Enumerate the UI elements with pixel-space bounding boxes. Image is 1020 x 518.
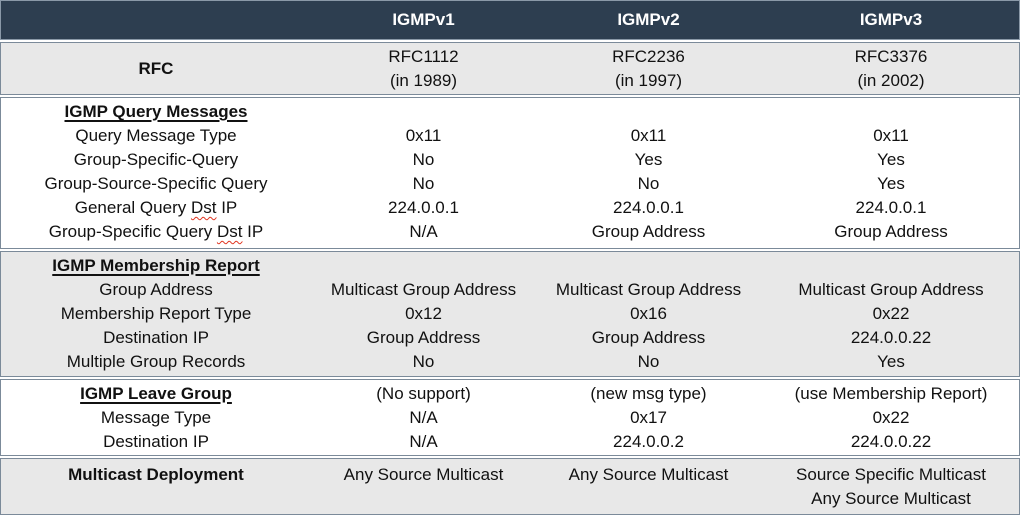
row-label-text: IP [216,198,238,217]
table-row: Membership Report Type 0x12 0x16 0x22 [1,302,1019,326]
membership-section-title: IGMP Membership Report [52,256,260,275]
section-rfc: RFC RFC1112 (in 1989) RFC2236 (in 1997) … [0,42,1020,95]
cell-value: Yes [877,174,905,193]
row-label: Destination IP [103,432,209,451]
rfc-number: RFC2236 [612,46,685,66]
row-label-text: General Query [74,198,191,217]
table-row: General Query Dst IP 224.0.0.1 224.0.0.1… [1,196,1019,220]
rfc-row-label: RFC [138,58,174,78]
cell-value: Group Address [591,328,706,347]
leave-note-igmpv1: (No support) [376,384,471,403]
rfc-year: (in 1997) [614,70,683,90]
cell-value: 224.0.0.1 [388,198,459,217]
section-membership-report: IGMP Membership Report Group Address Mul… [0,251,1020,377]
cell-value: Yes [877,150,905,169]
deployment-value-igmpv2: Any Source Multicast [568,465,729,484]
row-label: Group-Specific Query Dst IP [1,220,311,244]
cell-value: No [637,352,660,371]
rfc-year: (in 1989) [389,70,458,90]
row-label: Group-Specific-Query [73,150,239,169]
row-label: Group Address [99,280,213,299]
cell-value: No [412,150,435,169]
section-query-messages: IGMP Query Messages Query Message Type 0… [0,97,1020,249]
cell-value: N/A [409,222,438,241]
leave-section-title: IGMP Leave Group [80,384,232,403]
deployment-row-label: Multicast Deployment [68,465,244,484]
rfc-number: RFC1112 [388,46,459,66]
cell-value: N/A [409,432,438,451]
row-label: Message Type [100,408,212,427]
table-row: Group-Specific Query Dst IP N/A Group Ad… [1,220,1019,244]
rfc-value-igmpv1: RFC1112 (in 1989) [311,45,536,93]
cell-value: 0x17 [630,408,667,427]
table-row: Message Type N/A 0x17 0x22 [1,406,1019,430]
table-row: Group-Specific-Query No Yes Yes [1,148,1019,172]
cell-value: Group Address [366,328,481,347]
cell-value: 0x22 [872,408,910,427]
cell-value: Yes [634,150,663,169]
rfc-value-igmpv3: RFC3376 (in 2002) [761,45,1019,93]
cell-value: Group Address [591,222,706,241]
leave-note-igmpv2: (new msg type) [590,384,707,403]
cell-value: N/A [409,408,438,427]
query-section-title: IGMP Query Messages [64,102,248,121]
table-header-row: IGMPv1 IGMPv2 IGMPv3 [0,0,1020,40]
cell-value: 224.0.0.2 [613,432,684,451]
rfc-number: RFC3376 [854,46,928,66]
membership-title-row: IGMP Membership Report [1,254,1019,278]
column-header-igmpv2: IGMPv2 [617,10,680,29]
cell-value: 0x12 [405,304,442,323]
rfc-value-igmpv2: RFC2236 (in 1997) [536,45,761,93]
row-label: Membership Report Type [60,304,252,323]
cell-value: No [412,352,435,371]
deployment-line: Source Specific Multicast [796,465,986,484]
cell-value: 224.0.0.1 [613,198,684,217]
query-title-row: IGMP Query Messages [1,100,1019,124]
table-row: Destination IP N/A 224.0.0.2 224.0.0.22 [1,430,1019,454]
table-row: Multiple Group Records No No Yes [1,350,1019,374]
cell-value: Yes [877,352,905,371]
row-label: Destination IP [103,328,209,347]
cell-value: 0x11 [873,126,909,145]
cell-value: 224.0.0.22 [850,432,932,451]
cell-value: Multicast Group Address [798,280,984,299]
section-leave-group: IGMP Leave Group (No support) (new msg t… [0,379,1020,456]
column-header-igmpv3: IGMPv3 [859,10,923,29]
cell-value: Group Address [834,222,948,241]
spellcheck-word: Dst [190,198,217,217]
row-label-text: IP [242,222,264,241]
row-label: Multiple Group Records [66,352,246,371]
cell-value: 224.0.0.1 [855,198,927,217]
table-row: Group-Source-Specific Query No No Yes [1,172,1019,196]
rfc-year: (in 2002) [857,70,925,90]
cell-value: No [412,174,435,193]
column-header-igmpv1: IGMPv1 [392,10,455,29]
table-row: Destination IP Group Address Group Addre… [1,326,1019,350]
row-label: Group-Source-Specific Query [44,174,268,193]
cell-value: No [637,174,660,193]
section-multicast-deployment: Multicast Deployment Any Source Multicas… [0,458,1020,515]
deployment-value-igmpv1: Any Source Multicast [343,465,504,484]
cell-value: 0x16 [630,304,667,323]
row-label: Query Message Type [75,126,237,145]
row-label-text: Group-Specific Query [48,222,217,241]
table-row: Query Message Type 0x11 0x11 0x11 [1,124,1019,148]
cell-value: Multicast Group Address [555,280,742,299]
cell-value: 0x11 [405,126,442,145]
cell-value: Multicast Group Address [330,280,517,299]
leave-note-igmpv3: (use Membership Report) [794,384,988,403]
cell-value: 0x22 [872,304,910,323]
cell-value: 0x11 [630,126,667,145]
cell-value: 224.0.0.22 [850,328,932,347]
header-empty-cell [1,1,311,39]
deployment-value-igmpv3: Source Specific Multicast Any Source Mul… [761,463,1019,511]
deployment-line: Any Source Multicast [811,489,971,508]
row-label: General Query Dst IP [1,196,311,220]
leave-title-row: IGMP Leave Group (No support) (new msg t… [1,382,1019,406]
spellcheck-word: Dst [216,222,243,241]
table-row: Group Address Multicast Group Address Mu… [1,278,1019,302]
